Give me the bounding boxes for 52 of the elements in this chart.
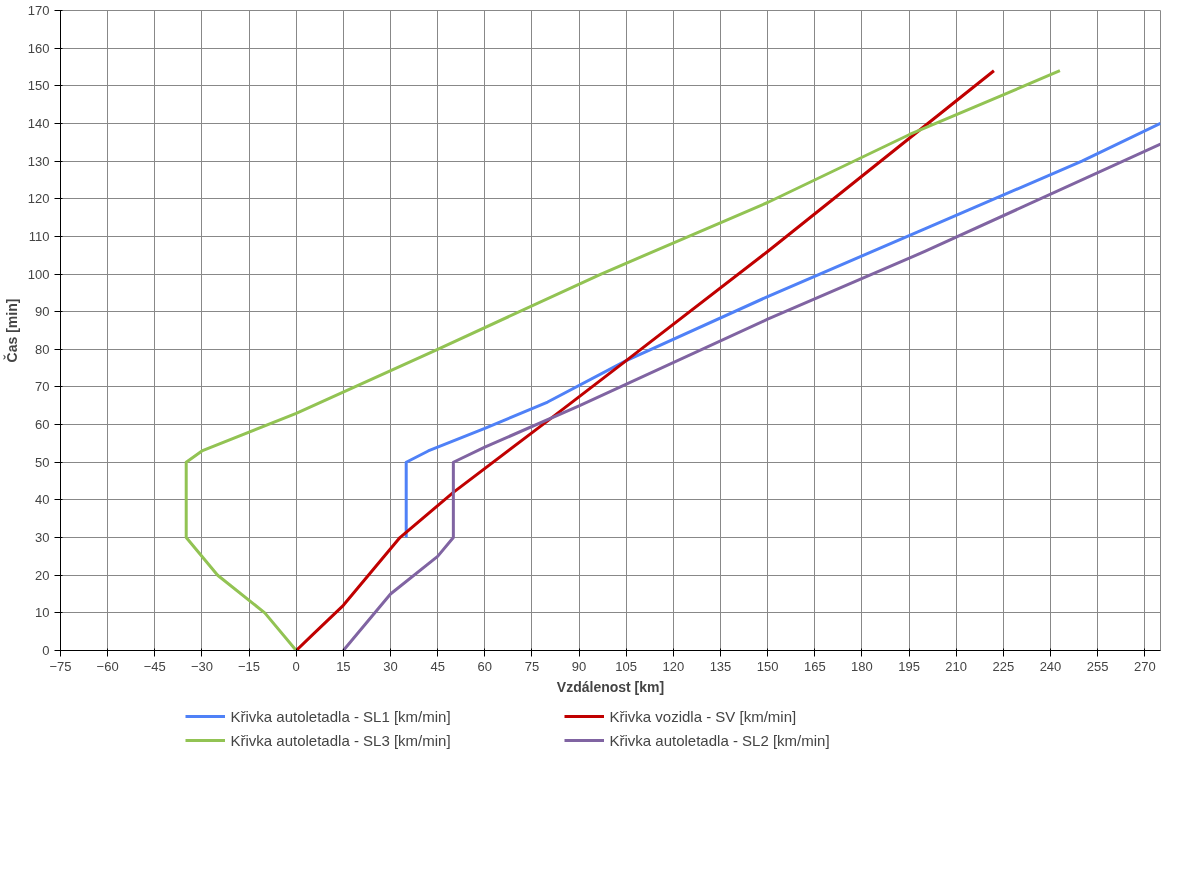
x-tick-label: −30 bbox=[190, 658, 213, 674]
x-axis-title: Vzdálenost [km] bbox=[556, 678, 665, 695]
x-tick-label: −75 bbox=[49, 658, 72, 674]
x-tick-label: 0 bbox=[292, 658, 300, 674]
line-series bbox=[294, 69, 996, 651]
x-tick-label: 45 bbox=[430, 658, 445, 674]
y-tick-label: 130 bbox=[27, 153, 50, 169]
y-tick-label: 120 bbox=[27, 191, 50, 207]
y-tick-label: 160 bbox=[27, 40, 50, 56]
y-tick-label: 30 bbox=[35, 530, 50, 546]
x-tick-label: 210 bbox=[945, 658, 968, 674]
x-tick-label: 240 bbox=[1039, 658, 1062, 674]
x-tick-label: 90 bbox=[571, 658, 587, 674]
x-tick-label: 270 bbox=[1133, 658, 1156, 674]
x-tick-label: 60 bbox=[477, 658, 493, 674]
y-tick-label: 50 bbox=[35, 454, 50, 470]
y-tick-label: 40 bbox=[35, 492, 50, 508]
x-tick-label: 75 bbox=[524, 658, 540, 674]
y-tick-label: 140 bbox=[27, 115, 50, 131]
y-tick-label: 60 bbox=[35, 417, 50, 433]
x-tick-label: 120 bbox=[662, 658, 685, 674]
x-tick-label: 135 bbox=[709, 658, 732, 674]
x-tick-label: 195 bbox=[898, 658, 920, 674]
y-tick-label: 10 bbox=[35, 605, 50, 621]
x-tick-label: 15 bbox=[336, 658, 351, 674]
y-tick-label: 150 bbox=[27, 78, 50, 94]
y-tick-label: 170 bbox=[27, 3, 50, 18]
y-axis-title: Čas [min] bbox=[2, 298, 20, 363]
line-series bbox=[184, 69, 1062, 651]
x-tick-label: 165 bbox=[803, 658, 826, 674]
line-series bbox=[341, 142, 1161, 651]
x-tick-label: 255 bbox=[1086, 658, 1109, 674]
y-tick-label: 70 bbox=[35, 379, 50, 395]
x-tick-label: 150 bbox=[756, 658, 779, 674]
x-tick-label: 30 bbox=[383, 658, 398, 674]
y-tick-label: 20 bbox=[35, 567, 50, 583]
x-tick-label: −15 bbox=[238, 658, 261, 674]
legend-label: Křivka vozidla - SV [km/min] bbox=[609, 706, 798, 726]
x-tick-label: −60 bbox=[96, 658, 119, 674]
y-tick-label: 100 bbox=[27, 266, 50, 282]
legend-label: Křivka autoletadla - SL2 [km/min] bbox=[609, 730, 831, 750]
x-tick-label: 105 bbox=[615, 658, 638, 674]
line-series bbox=[404, 121, 1161, 540]
y-tick-label: 80 bbox=[35, 341, 50, 357]
x-tick-label: 180 bbox=[851, 658, 873, 674]
legend-label: Křivka autoletadla - SL3 [km/min] bbox=[230, 730, 452, 750]
y-tick-label: 110 bbox=[28, 228, 50, 244]
legend-label: Křivka autoletadla - SL1 [km/min] bbox=[230, 706, 452, 726]
x-tick-label: −45 bbox=[143, 658, 166, 674]
x-tick-label: 225 bbox=[992, 658, 1015, 674]
y-tick-label: 0 bbox=[42, 643, 50, 658]
y-tick-label: 90 bbox=[35, 304, 50, 320]
